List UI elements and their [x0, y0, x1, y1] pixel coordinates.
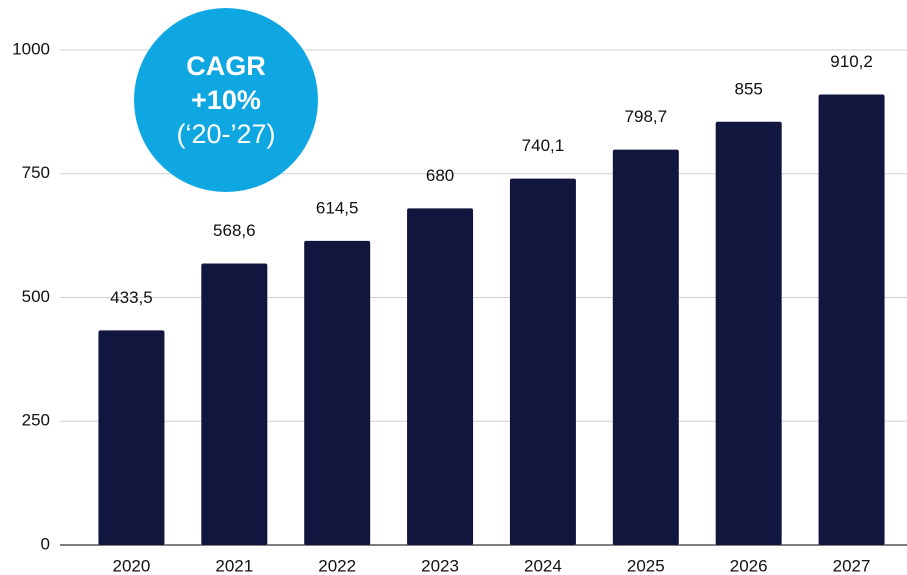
y-tick-label: 0 [41, 534, 50, 553]
y-tick-label: 750 [22, 163, 50, 182]
cagr-badge [134, 8, 318, 192]
bar [612, 149, 679, 545]
value-label: 910,2 [830, 52, 873, 71]
x-tick-label: 2020 [113, 556, 151, 575]
x-tick-label: 2022 [318, 556, 356, 575]
x-tick-label: 2027 [833, 556, 871, 575]
bar [818, 94, 885, 546]
bar [98, 330, 165, 545]
value-label: 740,1 [522, 136, 565, 155]
x-tick-label: 2024 [524, 556, 562, 575]
y-tick-label: 1000 [12, 39, 50, 58]
value-label: 433,5 [110, 288, 153, 307]
x-tick-label: 2021 [215, 556, 253, 575]
value-label: 614,5 [316, 198, 359, 217]
bar [304, 240, 371, 545]
bar [509, 178, 576, 545]
x-tick-label: 2025 [627, 556, 665, 575]
cagr-text: (‘20-’27) [176, 119, 275, 149]
cagr-text: +10% [191, 85, 261, 115]
bar [201, 263, 268, 545]
value-label: 568,6 [213, 221, 256, 240]
bar [715, 121, 782, 546]
x-tick-label: 2023 [421, 556, 459, 575]
y-tick-label: 500 [22, 287, 50, 306]
cagr-text: CAGR [186, 51, 266, 81]
value-label: 798,7 [625, 107, 668, 126]
bar [407, 208, 474, 545]
x-tick-label: 2026 [730, 556, 768, 575]
value-label: 855 [735, 79, 763, 98]
value-label: 680 [426, 166, 454, 185]
y-tick-label: 250 [22, 411, 50, 430]
